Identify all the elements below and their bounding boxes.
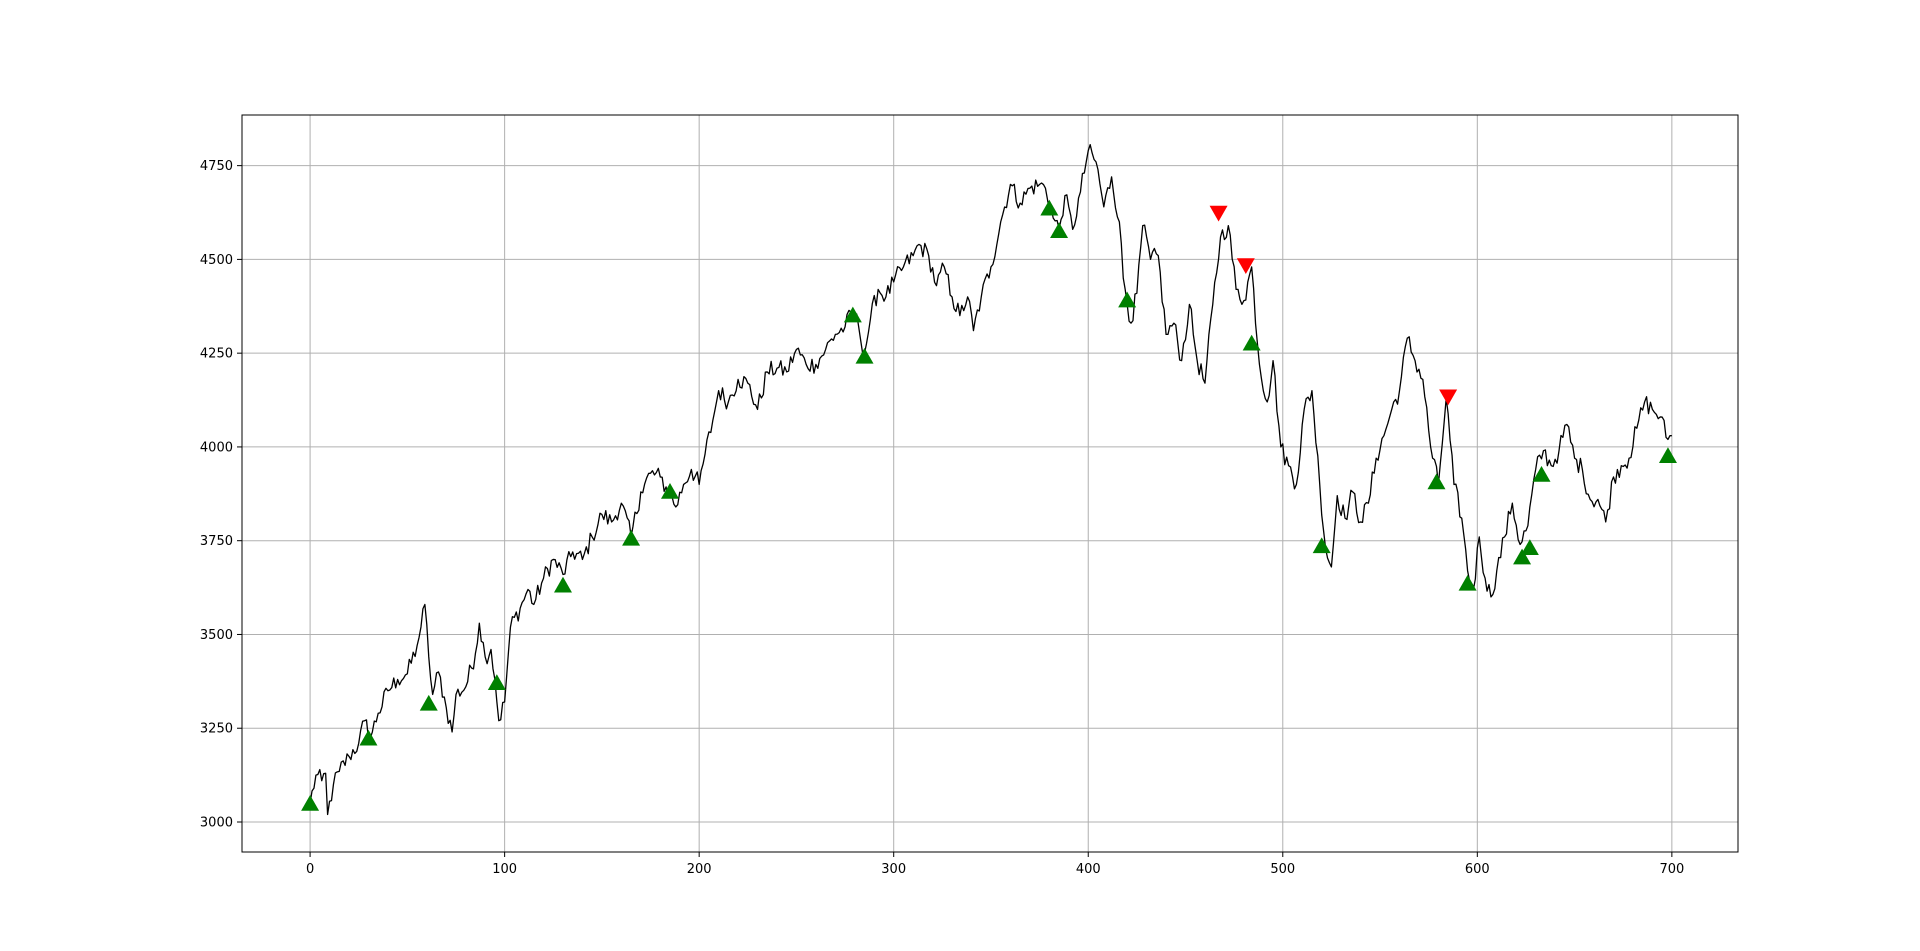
buy-signal-marker	[1118, 291, 1137, 308]
buy-signal-marker	[419, 694, 438, 711]
x-tick-label: 400	[1076, 862, 1101, 877]
buy-signal-marker	[1458, 574, 1477, 591]
buy-signal-marker	[1532, 466, 1551, 482]
buy-signal-marker	[855, 347, 874, 364]
buy-signal-marker	[1427, 473, 1446, 490]
x-tick-label: 200	[687, 862, 712, 877]
x-tick-label: 300	[881, 862, 906, 877]
y-tick-label: 3000	[200, 815, 233, 830]
x-tick-label: 100	[492, 862, 517, 877]
buy-signal-marker	[1513, 548, 1532, 565]
buy-signal-marker	[1050, 222, 1069, 239]
buy-signal-marker	[1312, 537, 1331, 554]
buy-signal-marker	[359, 729, 378, 746]
buy-signal-marker	[660, 482, 679, 499]
buy-signal-marker	[843, 306, 862, 323]
y-tick-label: 4750	[200, 159, 233, 174]
sell-signal-marker	[1236, 258, 1255, 275]
buy-signal-marker	[553, 576, 572, 593]
price-line-group	[309, 143, 1672, 816]
plot-frame	[241, 114, 1739, 853]
y-tick-label: 3500	[200, 628, 233, 643]
buy-signal-marker	[1040, 199, 1059, 216]
x-tick-label: 500	[1270, 862, 1295, 877]
buy-signal-marker	[1658, 447, 1677, 464]
sell-signal-marker	[1439, 389, 1458, 406]
gridlines	[242, 115, 1738, 852]
y-tick-label: 4000	[200, 440, 233, 455]
sell-signal-marker	[1209, 205, 1228, 222]
price-line	[309, 143, 1672, 816]
signal-markers	[301, 199, 1677, 811]
x-tick-label: 700	[1659, 862, 1684, 877]
y-tick-label: 3750	[200, 534, 233, 549]
x-tick-label: 600	[1465, 862, 1490, 877]
y-tick-label: 3250	[200, 722, 233, 737]
buy-signal-marker	[301, 794, 320, 811]
y-tick-label: 4250	[200, 347, 233, 362]
buy-signal-marker	[487, 674, 506, 690]
buy-signal-marker	[622, 529, 641, 546]
y-tick-label: 4500	[200, 253, 233, 268]
buy-signal-marker	[1242, 334, 1261, 351]
x-tick-label: 0	[306, 862, 314, 877]
axis-ticks: 0 100 200 300 400 500 600 700 3000 3250 3500 3750 40…	[200, 159, 1684, 877]
buy-signal-marker	[1520, 539, 1539, 555]
